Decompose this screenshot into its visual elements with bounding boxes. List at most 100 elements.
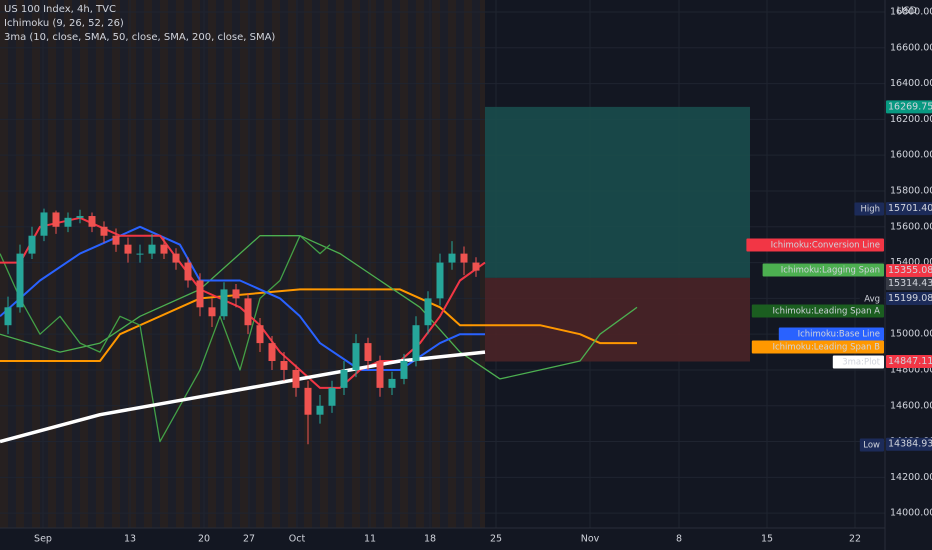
indicator-line: [0, 235, 638, 380]
y-tick-label: 16800.00: [890, 6, 932, 17]
series-name-badge: [859, 438, 884, 452]
profit-zone: [485, 106, 750, 278]
candle-body: [136, 253, 144, 255]
candle-body: [172, 253, 180, 263]
x-tick-label: 27: [243, 534, 255, 545]
candle-body: [232, 289, 240, 299]
x-tick-label: 20: [198, 534, 210, 545]
candle-body: [208, 307, 216, 317]
candle-body: [88, 216, 96, 227]
x-tick-label: Sep: [34, 534, 52, 545]
series-name: High: [860, 205, 880, 215]
candle-body: [28, 235, 36, 254]
currency-label: USD: [897, 6, 917, 17]
candle-body: [256, 325, 264, 344]
series-name: 3ma:Plot: [842, 358, 880, 368]
candle-body: [112, 235, 120, 245]
x-tick-label: 18: [424, 534, 436, 545]
series-name-badge: [751, 340, 884, 354]
price-badge: [886, 355, 932, 369]
y-tick-label: 15000.00: [890, 329, 932, 340]
price-badge-text: 15701.40: [888, 203, 932, 214]
candle-body: [364, 343, 372, 362]
price-badge: [886, 264, 932, 278]
x-tick-label: Nov: [581, 534, 600, 545]
y-tick-label: 16000.00: [890, 150, 932, 161]
series-name: Ichimoku:Leading Span A: [773, 307, 881, 317]
y-tick-label: 14000.00: [890, 508, 932, 519]
series-name: Ichimoku:Lagging Span: [781, 266, 880, 276]
indicator-line: [0, 288, 637, 362]
price-badge-text: 14847.11: [888, 356, 932, 367]
candle-body: [376, 361, 384, 388]
loss-zone: [485, 277, 750, 362]
candle-body: [268, 343, 276, 362]
indicator-legend[interactable]: Ichimoku (9, 26, 52, 26): [4, 18, 124, 29]
x-tick-label: 13: [124, 534, 136, 545]
candle-body: [316, 405, 324, 415]
series-name-badge: [854, 202, 884, 216]
y-tick-label: 15400.00: [890, 257, 932, 268]
candle-body: [460, 253, 468, 263]
y-tick-label: 14600.00: [890, 400, 932, 411]
x-tick-label: 11: [364, 534, 376, 545]
candle-body: [196, 280, 204, 308]
indicator-legend[interactable]: 3ma (10, close, SMA, 50, close, SMA, 200…: [4, 32, 275, 43]
candle-body: [448, 253, 456, 263]
y-tick-label: 15800.00: [890, 185, 932, 196]
candle-body: [148, 244, 156, 254]
series-name: Low: [863, 441, 880, 451]
price-badge-text: 15199.08: [888, 293, 932, 304]
indicator-line: [0, 235, 331, 443]
candle-body: [160, 244, 168, 254]
candle-body: [64, 217, 72, 227]
x-tick-label: 8: [676, 534, 682, 545]
chart-title: US 100 Index, 4h, TVC: [4, 4, 116, 15]
price-badge-text: 15314.43: [888, 278, 932, 289]
candle-body: [412, 325, 420, 362]
series-name-badge: [746, 238, 884, 252]
price-badge-text: 14384.93: [888, 439, 932, 450]
price-badge-text: 16269.75: [888, 101, 932, 112]
candle-body: [292, 369, 300, 388]
x-tick-label: 25: [490, 534, 502, 545]
y-tick-label: 16400.00: [890, 78, 932, 89]
candle-body: [52, 212, 60, 227]
price-badge: [886, 202, 932, 216]
candle-body: [352, 343, 360, 370]
candle-body: [304, 387, 312, 415]
series-name: Avg: [864, 295, 880, 305]
series-name: Ichimoku:Leading Span B: [772, 343, 880, 353]
candle-body: [388, 378, 396, 388]
x-tick-label: Oct: [289, 534, 306, 545]
candle-body: [124, 244, 132, 254]
candle-body: [220, 289, 228, 317]
price-badge: [886, 292, 932, 306]
candle-body: [472, 262, 480, 271]
indicator-line: [0, 225, 485, 371]
y-tick-label: 16600.00: [890, 42, 932, 53]
y-tick-label: 14200.00: [890, 472, 932, 483]
candle-body: [328, 387, 336, 406]
candle-body: [424, 298, 432, 326]
price-badge: [886, 437, 932, 451]
session-stripes: [0, 0, 485, 528]
candle-body: [400, 361, 408, 379]
series-name-badge: [778, 327, 884, 341]
series-name: Ichimoku:Conversion Line: [771, 241, 880, 251]
x-tick-label: 15: [761, 534, 773, 545]
candle-body: [184, 262, 192, 281]
price-badge: [886, 100, 932, 114]
series-name: Ichimoku:Base Line: [798, 330, 880, 340]
y-tick-label: 15600.00: [890, 221, 932, 232]
candle-body: [40, 212, 48, 236]
candle-body: [340, 369, 348, 388]
x-tick-label: 22: [849, 534, 861, 545]
candle-body: [436, 262, 444, 299]
y-tick-label: 14800.00: [890, 364, 932, 375]
candle-body: [76, 216, 84, 218]
candle-body: [280, 361, 288, 370]
series-name-badge: [751, 304, 884, 318]
candle-body: [100, 226, 108, 236]
